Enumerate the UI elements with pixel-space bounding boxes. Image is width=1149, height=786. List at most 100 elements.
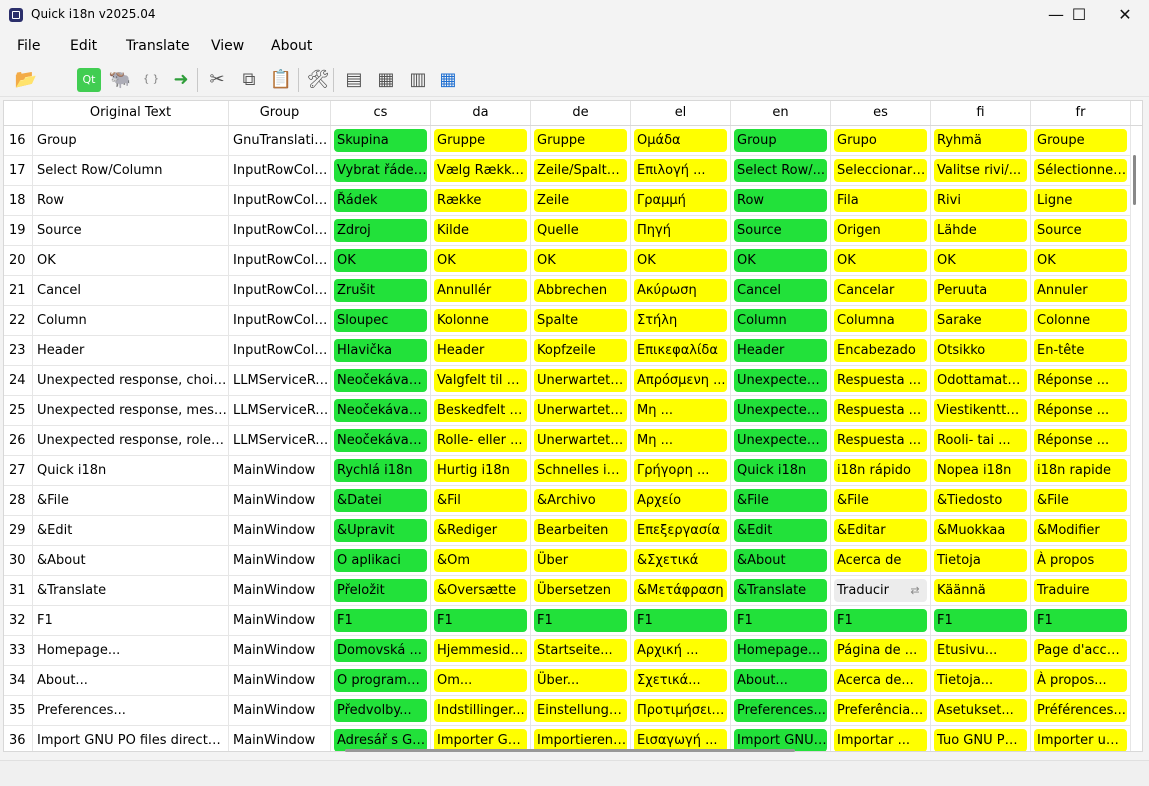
grid-view-1-icon[interactable]: ▤ [345, 69, 363, 90]
translation-value[interactable]: Respuesta ... [834, 369, 927, 392]
translation-cell-cs[interactable]: Neočekávaná ... [331, 426, 431, 456]
translation-cell-de[interactable]: Schnelles i18n [531, 456, 631, 486]
translation-value[interactable]: Nopea i18n [934, 459, 1027, 482]
translation-cell-en[interactable]: Cancel [731, 276, 831, 306]
translation-value[interactable]: &Editar [834, 519, 927, 542]
translation-cell-en[interactable]: Select Row/... [731, 156, 831, 186]
translation-value[interactable]: F1 [734, 609, 827, 632]
translation-value[interactable]: Traduire [1034, 579, 1127, 602]
group-header[interactable]: Group [229, 101, 331, 125]
translation-cell-da[interactable]: Valgfelt til val... [431, 366, 531, 396]
translation-value[interactable]: Header [734, 339, 827, 362]
translation-cell-cs[interactable]: Skupina [331, 126, 431, 156]
translation-cell-es[interactable]: &Editar [831, 516, 931, 546]
language-header-fi[interactable]: fi [931, 101, 1031, 125]
translation-value[interactable]: Sarake [934, 309, 1027, 332]
translation-cell-fr[interactable]: Groupe [1031, 126, 1131, 156]
translation-cell-en[interactable]: OK [731, 246, 831, 276]
original-text-cell[interactable]: Quick i18n [33, 456, 229, 486]
translation-value[interactable]: Zdroj [334, 219, 427, 242]
translation-cell-fr[interactable]: Réponse ... [1031, 426, 1131, 456]
group-cell[interactable]: MainWindow [229, 696, 331, 726]
translate-icon[interactable]: ⇄ [910, 584, 920, 597]
translation-cell-de[interactable]: Unerwartete ... [531, 366, 631, 396]
group-cell[interactable]: MainWindow [229, 636, 331, 666]
translation-cell-fi[interactable]: Valitse rivi/... [931, 156, 1031, 186]
translation-cell-es[interactable]: Columna [831, 306, 931, 336]
translation-cell-en[interactable]: F1 [731, 606, 831, 636]
language-header-de[interactable]: de [531, 101, 631, 125]
paste-icon[interactable]: 📋 [269, 69, 293, 90]
translation-value[interactable]: Rooli- tai ... [934, 429, 1027, 452]
translation-cell-en[interactable]: Column [731, 306, 831, 336]
translation-value[interactable]: F1 [934, 609, 1027, 632]
translation-value[interactable]: Groupe [1034, 129, 1127, 152]
translation-cell-es[interactable]: Importar ... [831, 726, 931, 751]
translation-value[interactable]: Schnelles i18n [534, 459, 627, 482]
translation-cell-en[interactable]: Source [731, 216, 831, 246]
group-cell[interactable]: MainWindow [229, 576, 331, 606]
translation-value[interactable]: Γρήγορη ... [634, 459, 727, 482]
translation-value[interactable]: &File [834, 489, 927, 512]
translation-cell-fr[interactable]: Réponse ... [1031, 396, 1131, 426]
translation-cell-el[interactable]: Επιλογή ... [631, 156, 731, 186]
gnu-icon[interactable]: 🐃 [108, 69, 132, 90]
translation-cell-de[interactable]: Spalte [531, 306, 631, 336]
translation-cell-da[interactable]: Header [431, 336, 531, 366]
group-cell[interactable]: InputRowColu... [229, 306, 331, 336]
translation-cell-de[interactable]: Importieren S... [531, 726, 631, 751]
translation-cell-fr[interactable]: Préférences... [1031, 696, 1131, 726]
menu-about[interactable]: About [271, 38, 313, 54]
translation-value[interactable]: Cancelar [834, 279, 927, 302]
translation-cell-fr[interactable]: &File [1031, 486, 1131, 516]
translation-cell-de[interactable]: Über... [531, 666, 631, 696]
translation-value[interactable]: Select Row/... [734, 159, 827, 182]
translation-value[interactable]: Neočekávaná ... [334, 399, 427, 422]
translation-cell-en[interactable]: Homepage... [731, 636, 831, 666]
translation-value[interactable]: OK [934, 249, 1027, 272]
translation-cell-cs[interactable]: Domovská ... [331, 636, 431, 666]
translation-value[interactable]: Encabezado [834, 339, 927, 362]
translation-cell-el[interactable]: F1 [631, 606, 731, 636]
translation-cell-cs[interactable]: OK [331, 246, 431, 276]
translation-cell-es[interactable]: Acerca de... [831, 666, 931, 696]
translation-cell-fr[interactable]: À propos [1031, 546, 1131, 576]
translation-cell-fr[interactable]: F1 [1031, 606, 1131, 636]
translation-cell-cs[interactable]: Neočekávaná ... [331, 366, 431, 396]
group-cell[interactable]: InputRowColu... [229, 216, 331, 246]
translation-cell-el[interactable]: &Μετάφραση [631, 576, 731, 606]
translation-value[interactable]: Page d'accueil... [1034, 639, 1127, 662]
translation-cell-es[interactable]: Acerca de [831, 546, 931, 576]
group-cell[interactable]: InputRowColu... [229, 246, 331, 276]
maximize-button[interactable]: ☐ [1071, 5, 1087, 24]
translation-value[interactable]: &Μετάφραση [634, 579, 727, 602]
translation-value[interactable]: Vælg Række/... [434, 159, 527, 182]
translation-cell-fi[interactable]: Rooli- tai ... [931, 426, 1031, 456]
translation-value[interactable]: &File [734, 489, 827, 512]
translation-value[interactable]: Réponse ... [1034, 399, 1127, 422]
translation-cell-el[interactable]: Ομάδα [631, 126, 731, 156]
translation-cell-cs[interactable]: Zrušit [331, 276, 431, 306]
original-text-cell[interactable]: Preferences... [33, 696, 229, 726]
translation-value[interactable]: &Oversætte [434, 579, 527, 602]
translation-cell-fr[interactable]: À propos... [1031, 666, 1131, 696]
translation-value[interactable]: Preferences... [734, 699, 827, 722]
translation-cell-fi[interactable]: Odottamaton ... [931, 366, 1031, 396]
translation-value[interactable]: Rychlá i18n [334, 459, 427, 482]
translation-value[interactable]: Annullér [434, 279, 527, 302]
translation-cell-de[interactable]: Einstellungen... [531, 696, 631, 726]
translation-cell-fr[interactable]: OK [1031, 246, 1131, 276]
translation-value[interactable]: Column [734, 309, 827, 332]
translation-cell-en[interactable]: &About [731, 546, 831, 576]
translation-value[interactable]: Adresář s GN... [334, 729, 427, 751]
translation-value[interactable]: Viestikenttä ... [934, 399, 1027, 422]
copy-icon[interactable]: ⧉ [242, 69, 256, 90]
translation-cell-en[interactable]: Header [731, 336, 831, 366]
cut-icon[interactable]: ✂ [209, 69, 225, 90]
translation-value[interactable]: Página de ... [834, 639, 927, 662]
translation-value[interactable]: &Edit [734, 519, 827, 542]
translation-cell-el[interactable]: Ακύρωση [631, 276, 731, 306]
translation-cell-en[interactable]: &Translate [731, 576, 831, 606]
translation-cell-fi[interactable]: Tuo GNU PO-... [931, 726, 1031, 751]
translation-value[interactable]: Startseite... [534, 639, 627, 662]
